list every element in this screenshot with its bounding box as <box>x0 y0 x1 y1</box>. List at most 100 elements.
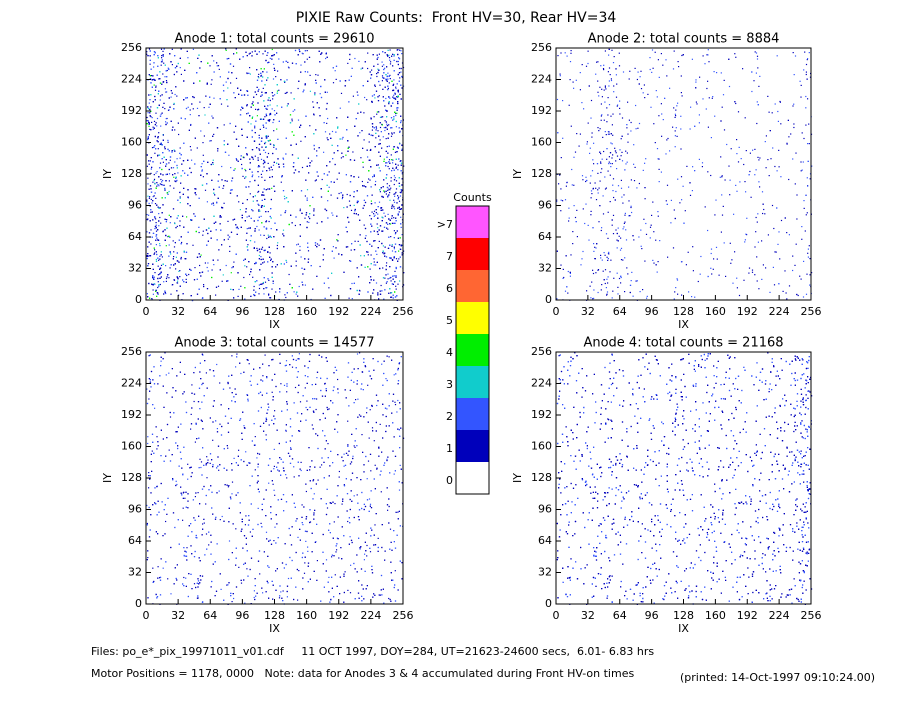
count-pixel <box>263 277 265 279</box>
count-pixel <box>395 167 397 169</box>
count-pixel <box>269 297 271 299</box>
x-axis-label: IX <box>269 318 280 331</box>
count-pixel <box>174 180 176 182</box>
count-pixel <box>386 116 388 118</box>
count-pixel <box>382 217 384 219</box>
count-pixel <box>596 61 598 63</box>
count-pixel <box>313 214 315 216</box>
count-pixel <box>395 191 397 194</box>
count-pixel <box>639 291 641 293</box>
count-pixel <box>215 286 218 288</box>
count-pixel <box>258 134 260 136</box>
count-pixel <box>258 149 261 151</box>
count-pixel <box>385 274 387 276</box>
count-pixel <box>400 216 402 218</box>
count-pixel <box>348 200 351 202</box>
count-pixel <box>206 183 208 185</box>
count-pixel <box>242 175 244 177</box>
count-pixel <box>617 286 619 288</box>
count-pixel <box>201 170 203 172</box>
count-pixel <box>400 208 402 210</box>
count-pixel <box>351 67 353 69</box>
count-pixel <box>267 234 269 236</box>
count-pixel <box>167 139 169 141</box>
count-pixel <box>176 167 178 169</box>
count-pixel <box>395 87 397 90</box>
count-pixel <box>314 180 316 182</box>
count-pixel <box>244 177 246 179</box>
count-pixel <box>268 246 270 248</box>
count-pixel <box>388 168 390 170</box>
count-pixel <box>266 237 268 240</box>
count-pixel <box>150 188 152 190</box>
count-pixel <box>607 71 609 73</box>
count-pixel <box>401 53 403 55</box>
count-pixel <box>245 208 247 210</box>
count-pixel <box>173 279 175 281</box>
count-pixel <box>388 218 390 220</box>
count-pixel <box>349 204 351 207</box>
count-pixel <box>366 240 368 243</box>
count-pixel <box>175 176 177 178</box>
count-pixel <box>398 72 401 74</box>
count-pixel <box>691 190 693 192</box>
count-pixel <box>258 204 260 206</box>
count-pixel <box>270 113 272 115</box>
count-pixel <box>378 95 380 97</box>
count-pixel <box>397 169 399 171</box>
count-pixel <box>366 251 368 253</box>
count-pixel <box>244 287 246 289</box>
count-pixel <box>187 196 189 198</box>
count-pixel <box>157 57 159 59</box>
count-pixel <box>367 254 369 256</box>
count-pixel <box>159 272 162 274</box>
count-pixel <box>386 128 388 130</box>
count-pixel <box>276 52 278 54</box>
count-pixel <box>307 71 309 73</box>
count-pixel <box>260 140 263 142</box>
count-pixel <box>175 86 177 88</box>
count-pixel <box>328 186 330 188</box>
count-pixel <box>146 51 148 53</box>
count-pixel <box>293 98 295 100</box>
count-pixel <box>807 143 809 145</box>
count-pixel <box>768 175 770 177</box>
count-pixel <box>620 276 622 279</box>
count-pixel <box>624 291 626 293</box>
count-pixel <box>676 279 679 281</box>
count-pixel <box>702 55 704 57</box>
count-pixel <box>218 249 220 251</box>
count-pixel <box>393 257 395 259</box>
count-pixel <box>388 236 390 238</box>
count-pixel <box>167 236 169 238</box>
count-pixel <box>793 123 795 125</box>
count-pixel <box>626 267 628 269</box>
count-pixel <box>269 99 271 102</box>
count-pixel <box>767 95 769 97</box>
count-pixel <box>395 86 397 88</box>
count-pixel <box>326 137 328 139</box>
count-pixel <box>391 250 394 252</box>
count-pixel <box>705 108 707 110</box>
count-pixel <box>608 163 610 165</box>
count-pixel <box>164 197 166 199</box>
count-pixel <box>263 249 265 252</box>
count-pixel <box>701 166 703 168</box>
count-pixel <box>190 219 192 221</box>
count-pixel <box>286 105 288 107</box>
count-pixel <box>148 102 150 104</box>
count-pixel <box>250 235 252 237</box>
count-pixel <box>272 98 274 100</box>
count-pixel <box>603 64 605 66</box>
count-pixel <box>326 102 328 105</box>
count-pixel <box>293 291 295 293</box>
count-pixel <box>399 191 401 193</box>
count-pixel <box>236 226 238 228</box>
count-pixel <box>159 216 161 219</box>
count-pixel <box>283 195 286 197</box>
count-pixel <box>269 119 271 121</box>
count-pixel <box>388 159 391 161</box>
count-pixel <box>600 229 602 232</box>
count-pixel <box>300 190 303 192</box>
count-pixel <box>613 85 615 87</box>
